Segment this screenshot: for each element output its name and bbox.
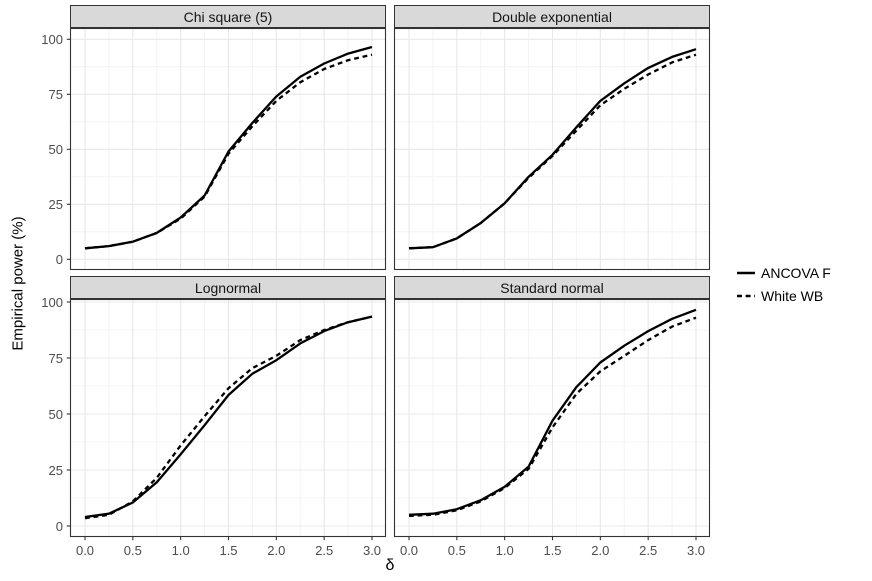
facet-panel-double-exponential xyxy=(393,27,711,271)
x-tick-label: 0.0 xyxy=(75,543,95,558)
facet-strip-lognormal: Lognormal xyxy=(70,276,386,299)
solid-line-key-icon xyxy=(737,271,755,274)
x-tick-label: 2.0 xyxy=(267,543,286,558)
x-tick-label: 1.5 xyxy=(543,543,562,558)
legend-label: ANCOVA F xyxy=(761,264,831,281)
y-tick-label: 100 xyxy=(41,31,63,47)
legend-entry-white-wb: White WB xyxy=(736,284,831,307)
x-tick-label: 0.5 xyxy=(447,543,466,558)
y-tick-label: 75 xyxy=(48,350,63,366)
series-line-white-wb xyxy=(84,53,373,250)
series-line-ancova-f xyxy=(408,308,697,516)
facet-strip-chi-square-5: Chi square (5) xyxy=(70,5,386,28)
facet-panel-standard-normal xyxy=(393,298,711,541)
y-tick-label: 25 xyxy=(48,462,63,478)
x-tick-label: 1.0 xyxy=(171,543,190,558)
x-tick-label: 2.5 xyxy=(315,543,334,558)
facet-panel-chi-square-5 xyxy=(66,27,387,271)
x-tick-label: 0.5 xyxy=(123,543,142,558)
y-tick-label: 50 xyxy=(48,141,63,157)
y-axis-title: Empirical power (%) xyxy=(9,216,27,351)
x-tick-label: 1.5 xyxy=(219,543,238,558)
y-tick-label: 50 xyxy=(48,406,63,422)
facet-panel-lognormal xyxy=(66,298,387,541)
y-tick-label: 25 xyxy=(48,196,63,212)
series-line-white-wb xyxy=(408,53,697,250)
series-line-white-wb xyxy=(84,315,373,520)
facet-strip-double-exponential: Double exponential xyxy=(394,5,710,28)
series-line-ancova-f xyxy=(84,45,373,250)
legend-entry-ancova-f: ANCOVA F xyxy=(736,261,831,284)
x-tick-label: 3.0 xyxy=(686,543,706,558)
x-axis-title: δ xyxy=(385,557,395,574)
legend: ANCOVA F White WB xyxy=(736,261,831,307)
x-tick-label: 2.0 xyxy=(591,543,610,558)
x-tick-label: 0.0 xyxy=(399,543,419,558)
y-tick-label: 0 xyxy=(55,251,63,267)
y-tick-label: 0 xyxy=(55,518,63,534)
x-tick-label: 2.5 xyxy=(639,543,658,558)
y-tick-label: 75 xyxy=(48,86,63,102)
x-tick-label: 1.0 xyxy=(495,543,514,558)
x-tick-label: 3.0 xyxy=(362,543,382,558)
series-line-ancova-f xyxy=(408,48,697,250)
facet-strip-standard-normal: Standard normal xyxy=(394,276,710,299)
series-line-white-wb xyxy=(408,316,697,518)
legend-label: White WB xyxy=(761,287,824,304)
y-tick-label: 100 xyxy=(41,294,63,310)
dashed-line-key-icon xyxy=(737,294,755,297)
